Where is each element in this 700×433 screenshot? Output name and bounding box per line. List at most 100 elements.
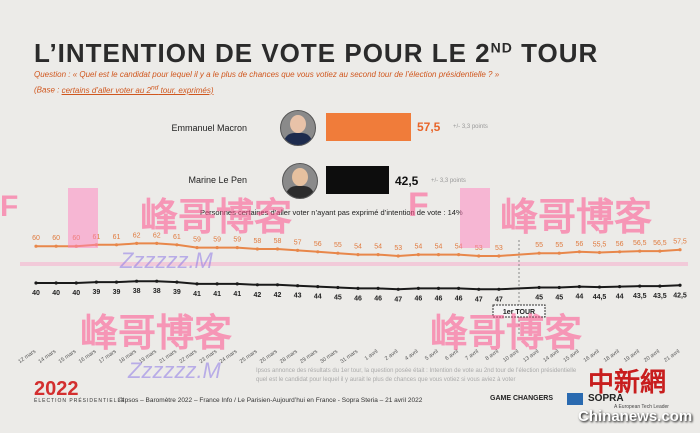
point-macron: [54, 244, 58, 248]
data-label-macron: 54: [455, 244, 463, 251]
x-tick-label: 16 mars: [78, 349, 98, 365]
data-label-macron: 54: [435, 244, 443, 251]
x-tick-label: 10 avril: [502, 349, 520, 364]
point-lepen: [537, 285, 541, 290]
methodology-note: Ipsos annonce des résultats du 1er tour,…: [256, 368, 577, 374]
point-lepen: [316, 285, 320, 289]
data-label-macron: 62: [153, 232, 161, 239]
sopra-logo: SOPRA: [588, 393, 624, 404]
data-label-lepen: 40: [52, 290, 60, 297]
avatar-lepen: [282, 163, 318, 199]
data-label-macron: 61: [113, 234, 121, 241]
data-label-macron: 57: [294, 239, 302, 246]
point-lepen: [457, 286, 461, 290]
x-tick-label: 12 mars: [17, 349, 37, 365]
avatar-macron: [280, 110, 316, 146]
point-macron: [537, 251, 541, 255]
base-text: (Base : certains d’aller voter au 2nd to…: [34, 84, 214, 95]
point-lepen: [416, 286, 420, 290]
data-label-lepen: 40: [32, 290, 40, 297]
data-label-lepen: 38: [153, 288, 161, 295]
point-macron: [215, 246, 219, 250]
data-label-lepen: 42: [274, 292, 282, 299]
point-macron: [235, 246, 239, 250]
data-label-macron: 56: [314, 241, 322, 248]
point-macron: [416, 253, 420, 257]
x-tick-label: 28 mars: [279, 349, 299, 365]
data-label-lepen: 44: [616, 294, 624, 301]
point-lepen: [255, 283, 259, 287]
point-lepen: [658, 284, 662, 288]
point-lepen: [396, 287, 400, 291]
data-label-macron: 56,5: [653, 240, 667, 247]
point-lepen: [356, 286, 360, 290]
value-lepen: 42,5: [395, 174, 419, 188]
watermark-latin: Zzzzzz.M: [128, 358, 221, 383]
value-macron: 57,5: [417, 120, 441, 134]
data-label-macron: 54: [374, 244, 382, 251]
candidate-name-lepen: Marine Le Pen: [188, 175, 247, 185]
data-label-lepen: 40: [72, 290, 80, 297]
bar-macron: [326, 113, 411, 141]
credits: ©Ipsos – Baromètre 2022 – France Info / …: [118, 397, 423, 404]
data-label-lepen: 47: [394, 296, 402, 303]
point-macron: [457, 253, 461, 257]
point-macron: [597, 250, 602, 255]
data-label-macron: 53: [495, 245, 503, 252]
point-macron: [658, 249, 662, 253]
game-changers-text: GAME CHANGERS: [490, 395, 554, 402]
first-round-box: [492, 304, 546, 318]
point-macron: [316, 250, 320, 254]
data-label-macron: 58: [253, 238, 261, 245]
point-lepen: [235, 282, 239, 286]
data-label-lepen: 47: [495, 296, 503, 303]
data-label-lepen: 46: [354, 295, 362, 302]
data-label-macron: 56: [575, 241, 583, 248]
point-lepen: [34, 281, 38, 285]
point-lepen: [597, 285, 602, 289]
data-label-lepen: 44: [575, 294, 583, 301]
data-label-lepen: 45: [555, 295, 563, 302]
data-label-lepen: 41: [213, 291, 221, 298]
data-label-macron: 62: [133, 232, 141, 239]
first-round-label: 1er TOUR: [503, 309, 535, 316]
ipsos-logo: [567, 393, 583, 405]
watermark-block: [68, 188, 98, 248]
point-lepen: [54, 281, 58, 285]
data-label-macron: 55: [334, 242, 342, 249]
data-label-lepen: 45: [535, 295, 543, 302]
point-macron: [195, 246, 199, 250]
point-macron: [336, 251, 340, 255]
point-macron: [275, 247, 280, 251]
point-macron: [296, 248, 300, 252]
point-macron: [557, 251, 561, 255]
x-tick-label: 15 mars: [58, 349, 78, 365]
data-label-lepen: 44: [314, 294, 322, 301]
data-label-macron: 53: [475, 245, 483, 252]
election-logo: 2022: [34, 378, 79, 400]
x-tick-label: 2 avril: [384, 349, 399, 362]
data-label-macron: 59: [213, 237, 221, 244]
data-label-macron: 55,5: [593, 242, 607, 249]
logo-accent: 22: [56, 378, 79, 400]
sopra-tagline: A European Tech Leader: [614, 404, 669, 410]
margin-lepen: +/- 3,3 points: [431, 178, 466, 184]
election-logo-sub: ÉLECTION PRÉSIDENTIELLE: [34, 398, 126, 404]
data-label-lepen: 47: [475, 296, 483, 303]
point-macron: [135, 241, 139, 245]
x-tick-label: 17 mars: [98, 349, 118, 365]
data-label-lepen: 39: [92, 289, 100, 296]
point-macron: [577, 250, 581, 254]
data-label-lepen: 39: [113, 289, 121, 296]
point-lepen: [497, 287, 501, 291]
x-tick-label: 8 avril: [485, 349, 500, 362]
x-tick-label: 31 mars: [339, 349, 359, 365]
series-line-lepen: [36, 280, 681, 291]
point-lepen: [477, 287, 481, 291]
data-label-lepen: 41: [233, 291, 241, 298]
data-label-lepen: 46: [455, 295, 463, 302]
point-macron: [255, 247, 259, 251]
point-lepen: [114, 280, 119, 284]
point-macron: [497, 254, 501, 258]
point-lepen: [557, 285, 561, 290]
